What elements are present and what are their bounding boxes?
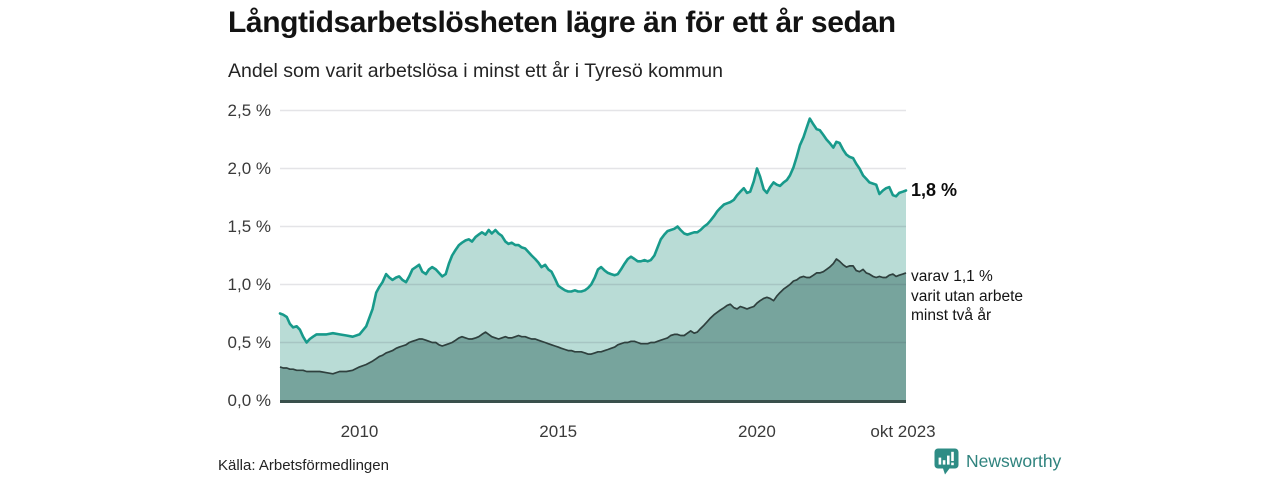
latest-value-label-total: 1,8 % (911, 180, 958, 200)
y-tick-label: 2,5 % (227, 100, 271, 120)
source-attribution: Källa: Arbetsförmedlingen (218, 457, 389, 474)
newsworthy-branding: Newsworthy (934, 447, 1061, 475)
y-tick-label: 2,0 % (227, 158, 271, 178)
chart-subtitle: Andel som varit arbetslösa i minst ett å… (228, 60, 723, 82)
x-tick-label: 2010 (340, 422, 379, 441)
y-tick-label: 1,0 % (227, 274, 271, 294)
x-tick-label: 2020 (738, 422, 776, 441)
two-year-annotation-line3: minst två år (911, 307, 992, 324)
two-year-annotation-line1: varav 1,1 % (911, 268, 993, 285)
y-tick-label: 1,5 % (227, 216, 271, 236)
y-tick-label: 0,5 % (227, 332, 271, 352)
x-tick-label: okt 2023 (870, 422, 936, 441)
area-unemployed-2yr (280, 259, 906, 401)
x-tick-label: 2015 (539, 422, 578, 441)
y-tick-label: 0,0 % (227, 390, 271, 410)
newsworthy-logo-text: Newsworthy (966, 450, 1062, 471)
two-year-annotation-line2: varit utan arbete (911, 287, 1024, 305)
line-unemployed-2yr (279, 258, 907, 375)
newsworthy-logo-icon (934, 448, 959, 474)
chart-title: Långtidsarbetslösheten lägre än för ett … (228, 6, 896, 39)
line-total-unemployed-1yr (278, 117, 908, 344)
latest-value-label-two-year: varav 1,1 % varit utan arbete minst två … (911, 267, 1023, 326)
